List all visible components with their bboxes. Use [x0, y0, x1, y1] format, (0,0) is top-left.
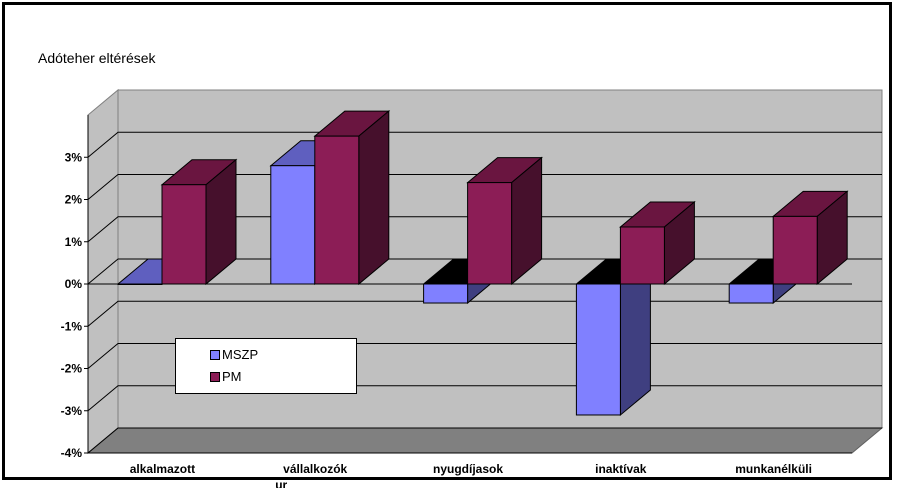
bars: [116, 110, 849, 417]
bar-front: [575, 283, 621, 416]
y-tick-label: -1%: [61, 319, 83, 333]
legend-label-pm: PM: [222, 369, 242, 384]
bar-pm-2: [466, 156, 543, 286]
bar-pm-1: [313, 110, 391, 286]
bar-front: [772, 215, 818, 285]
legend-swatch-mszp: [210, 349, 220, 360]
bar-front: [423, 283, 469, 304]
bar-pm-3: [619, 200, 696, 286]
x-tick-label: inaktívak: [595, 462, 647, 476]
gridline: [87, 174, 882, 200]
y-tick-label: 1%: [65, 235, 83, 249]
floor: [86, 427, 884, 454]
bar-front: [467, 182, 513, 285]
chart-title: Adóteher eltérések: [38, 50, 156, 66]
bar-mszp-3: [575, 257, 652, 417]
legend-label-mszp: MSZP: [222, 347, 259, 362]
x-tick-label: munkanélküli: [735, 462, 812, 476]
y-tick-label: 0%: [65, 277, 83, 291]
legend-swatch-pm: [210, 371, 220, 382]
y-tick-label: 3%: [65, 150, 83, 164]
bar-side: [358, 110, 390, 286]
y-tick-label: -4%: [61, 446, 83, 460]
y-tick-label: 2%: [65, 193, 83, 207]
y-tick-label: -3%: [61, 404, 83, 418]
bar-front: [161, 184, 207, 285]
gridline: [87, 216, 882, 243]
x-tick-label: nyugdíjasok: [433, 462, 503, 476]
gridline: [87, 131, 882, 158]
bar-front: [270, 165, 316, 285]
gridline: [87, 427, 882, 454]
bar-pm-4: [771, 190, 849, 286]
bar-front: [728, 283, 774, 304]
y-tick-label: -2%: [61, 362, 83, 376]
bar-front: [619, 226, 665, 285]
x-tick-label: vállalkozók: [283, 462, 347, 476]
x-tick-labels: alkalmazott vállalkozók ur nyugdíjasok inakt…: [130, 462, 812, 488]
x-tick-label: alkalmazott: [130, 462, 195, 476]
x-tick-label-extra: ur: [275, 478, 287, 488]
legend-item-pm: PM: [210, 369, 242, 384]
legend-item-mszp: MSZP: [210, 347, 258, 362]
bar-pm-0: [160, 158, 238, 286]
bar-front: [314, 135, 360, 285]
y-tick-labels: -4% -3% -2% -1% 0% 1% 2% 3%: [61, 150, 83, 460]
legend: MSZP PM: [175, 338, 357, 394]
bar-front: [117, 283, 163, 285]
